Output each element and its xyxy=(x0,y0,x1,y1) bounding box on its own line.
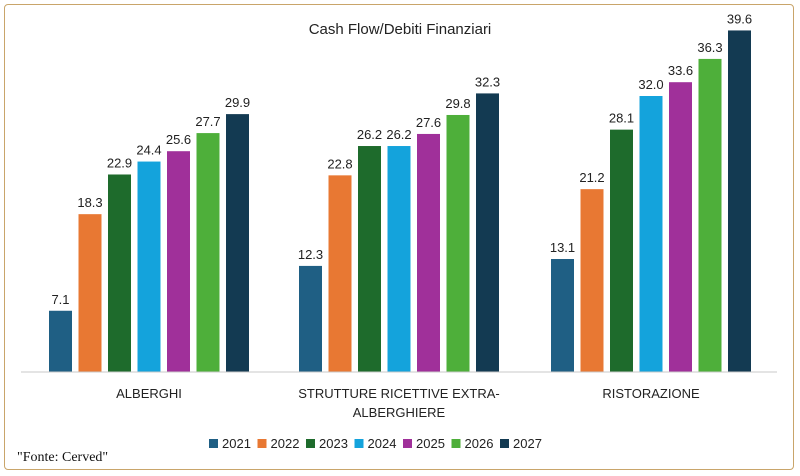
data-label-2027-1: 29.9 xyxy=(225,95,250,110)
legend-swatch-2024 xyxy=(354,439,364,448)
bar-2026-2 xyxy=(446,114,470,372)
data-label-2023-3: 28.1 xyxy=(609,111,634,126)
data-label-2023-1: 22.9 xyxy=(107,155,132,170)
data-label-2024-2: 26.2 xyxy=(386,127,411,142)
data-label-2022-2: 22.8 xyxy=(327,156,352,171)
bar-2027-2 xyxy=(476,93,499,372)
category-label-2-line-2: ALBERGHIERE xyxy=(353,405,446,420)
legend-label-2025: 2025 xyxy=(416,436,445,451)
legend-swatch-2026 xyxy=(451,439,461,448)
data-label-2025-2: 27.6 xyxy=(416,115,441,130)
data-label-2027-3: 39.6 xyxy=(727,11,752,26)
bar-2023-1 xyxy=(108,174,131,372)
bar-2023-3 xyxy=(610,129,633,372)
legend: 2021 2022 2023 2024 2025 2026 2027 xyxy=(209,436,542,451)
source-note: "Fonte: Cerved" xyxy=(17,450,109,465)
bar-2022-2 xyxy=(328,175,352,372)
bar-2021-2 xyxy=(299,265,322,372)
bar-2025-3 xyxy=(669,82,692,372)
bar-2027-3 xyxy=(728,30,751,372)
bar-2022-3 xyxy=(580,189,604,372)
legend-label-2026: 2026 xyxy=(465,436,494,451)
data-label-2026-1: 27.7 xyxy=(195,114,220,129)
bar-2025-1 xyxy=(167,151,190,372)
bar-2022-1 xyxy=(78,214,102,372)
legend-label-2023: 2023 xyxy=(319,436,348,451)
bar-2024-3 xyxy=(639,96,663,372)
legend-label-2021: 2021 xyxy=(222,436,251,451)
legend-label-2027: 2027 xyxy=(513,436,542,451)
data-labels-group: 7.1 18.3 22.9 24.4 25.6 27.7 29.9 12.3 22.8 26.2 2… xyxy=(51,11,752,306)
data-label-2024-3: 32.0 xyxy=(638,77,663,92)
data-label-2023-2: 26.2 xyxy=(357,127,382,142)
data-label-2025-1: 25.6 xyxy=(166,132,191,147)
data-label-2024-1: 24.4 xyxy=(136,143,161,158)
legend-swatch-2025 xyxy=(403,439,412,448)
bar-2024-2 xyxy=(387,146,411,372)
legend-swatch-2023 xyxy=(306,439,315,448)
data-label-2026-2: 29.8 xyxy=(445,96,470,111)
data-label-2021-1: 7.1 xyxy=(51,292,69,307)
category-label-3: RISTORAZIONE xyxy=(602,386,700,401)
data-label-2025-3: 33.6 xyxy=(668,63,693,78)
data-label-2022-3: 21.2 xyxy=(579,170,604,185)
bar-2021-1 xyxy=(49,310,72,372)
legend-swatch-2022 xyxy=(257,439,267,448)
legend-swatch-2021 xyxy=(209,439,218,448)
data-label-2026-3: 36.3 xyxy=(697,40,722,55)
bar-2021-3 xyxy=(551,259,574,372)
legend-swatch-2027 xyxy=(500,439,509,448)
bar-2026-3 xyxy=(698,58,722,372)
category-labels-group: ALBERGHI STRUTTURE RICETTIVE EXTRA- ALBERG… xyxy=(116,386,700,420)
data-label-2022-1: 18.3 xyxy=(77,195,102,210)
bar-2024-1 xyxy=(137,161,161,372)
data-label-2021-2: 12.3 xyxy=(298,247,323,262)
bars-group xyxy=(49,30,751,373)
data-label-2027-2: 32.3 xyxy=(475,74,500,89)
category-label-1: ALBERGHI xyxy=(116,386,182,401)
chart-title: Cash Flow/Debiti Finanziari xyxy=(309,21,492,38)
legend-label-2022: 2022 xyxy=(271,436,300,451)
legend-label-2024: 2024 xyxy=(368,436,397,451)
bar-2023-2 xyxy=(358,146,381,372)
data-label-2021-3: 13.1 xyxy=(550,240,575,255)
bar-chart: Cash Flow/Debiti Finanziari 7.1 18.3 22.9 2… xyxy=(21,11,777,451)
bar-2027-1 xyxy=(226,114,249,373)
bar-2025-2 xyxy=(417,133,440,372)
category-label-2: STRUTTURE RICETTIVE EXTRA- xyxy=(298,386,500,401)
bar-2026-1 xyxy=(196,133,220,372)
chart-frame: Cash Flow/Debiti Finanziari 7.1 18.3 22.9 2… xyxy=(4,4,794,470)
